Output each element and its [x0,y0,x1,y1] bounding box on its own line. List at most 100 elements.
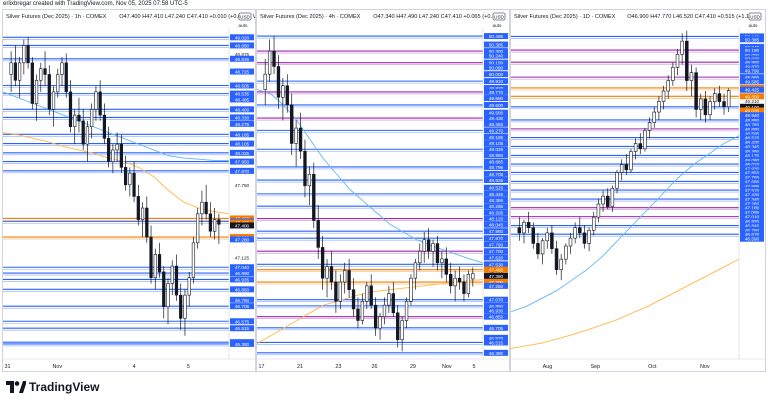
price-label: 46.760 [745,228,760,233]
candle-body [568,237,573,247]
tradingview-logo[interactable]: TradingView [6,380,99,394]
price-badge [230,96,254,103]
candle-body [717,93,722,102]
candle-body [633,143,638,152]
price-badge [230,42,254,49]
candle-body [624,164,629,171]
price-badge [484,324,508,331]
candle-body [119,143,123,168]
price-label: 47.870 [489,236,504,241]
chart-panel-4h[interactable]: Silver Futures (Dec 2025) · 4h · COMEX O4… [256,9,510,372]
price-label: 47.750 [235,183,250,188]
price-label: 48.680 [745,127,760,132]
price-label: 46.850 [489,315,504,320]
moving-average-line [511,258,739,349]
candle-body [413,262,418,279]
price-label: 46.575 [489,336,504,341]
price-label: 49.185 [489,135,504,140]
candle-body [652,111,656,123]
candle-body [47,74,51,110]
price-badge [740,222,764,229]
candle-body [671,67,675,81]
currency-label: USD [240,15,250,20]
candle-body [312,173,316,221]
price-badge [230,286,254,293]
price-badge [740,125,764,132]
price-label: 47.345 [745,197,760,202]
candle-body [90,108,94,128]
candle-body [605,195,610,207]
price-badge [230,296,254,303]
price-badge [230,167,254,174]
price-label: 48.605 [235,83,250,88]
currency-label: USD [750,15,760,20]
price-label: 46.990 [489,304,504,309]
currency-badge [492,12,506,21]
price-label: 47.870 [235,169,250,174]
price-badge [484,170,508,177]
price-badge [740,200,764,207]
candle-body [387,293,391,306]
price-badge [740,43,764,50]
x-tick-label: Nov [700,364,710,370]
price-label: 48.260 [745,149,760,154]
candle-body [343,270,347,283]
price-label: 48.795 [489,165,504,170]
price-label: 48.345 [745,144,760,149]
x-tick-label: Nov [52,364,62,370]
price-badge [484,209,508,216]
price-badge [484,254,508,261]
chart-panel-1h[interactable]: Silver Futures (Dec 2025) · 1h · COMEX O4… [2,9,256,372]
price-label: 47.380 [489,274,504,279]
candle-body [276,66,281,98]
scale-mode-label: auto [749,23,758,28]
chart-credit: erlixbregar created with TradingView.com… [3,1,188,7]
candle-body [708,101,712,115]
candle-body [360,300,365,321]
candle-body [64,62,68,93]
brand-name: TradingView [29,380,100,394]
candle-body [418,250,422,264]
candle-body [115,143,119,151]
price-label: 48.940 [745,113,760,118]
candle-body [675,53,680,68]
candle-body [123,167,128,186]
price-badge [230,264,254,271]
price-label: 48.850 [745,118,760,123]
moving-average-line [3,132,229,215]
price-badge [484,158,508,165]
price-badge [230,82,254,89]
price-label: 47.460 [489,268,504,273]
price-badge [484,215,508,222]
candle-body [56,74,60,93]
candle-body [39,68,43,81]
price-badge [740,178,764,185]
price-label: 49.210 [745,99,760,104]
price-label: 50.385 [489,43,504,48]
price-badge [484,127,508,134]
candle-body [204,201,208,215]
price-badge [484,78,508,85]
price-badge [484,339,508,346]
price-label: 48.950 [489,153,504,158]
x-tick-label: 23 [335,364,341,370]
price-badge [484,302,508,309]
price-badge [484,266,508,273]
candle-body [564,245,568,260]
price-badge [740,161,764,168]
price-label: 47.950 [235,160,250,165]
price-label: 48.445 [489,192,504,197]
price-badge [484,120,508,127]
chart-panel-1d[interactable]: Silver Futures (Dec 2025) · 1D · COMEX O4… [510,9,766,372]
chart-title: Silver Futures (Dec 2025) · 1h · COMEX [6,14,107,20]
price-label: 49.600 [489,103,504,108]
price-badge [484,228,508,235]
candle-body [179,294,183,319]
price-badge [230,340,254,347]
price-badge [740,173,764,180]
candle-body [316,220,320,248]
chart-ohlc: O47.340 H47.490 L47.240 C47.410 +0.065 (… [373,14,505,20]
price-label: 48.125 [489,217,504,222]
price-badge [484,313,508,320]
price-label: 48.010 [745,162,760,167]
